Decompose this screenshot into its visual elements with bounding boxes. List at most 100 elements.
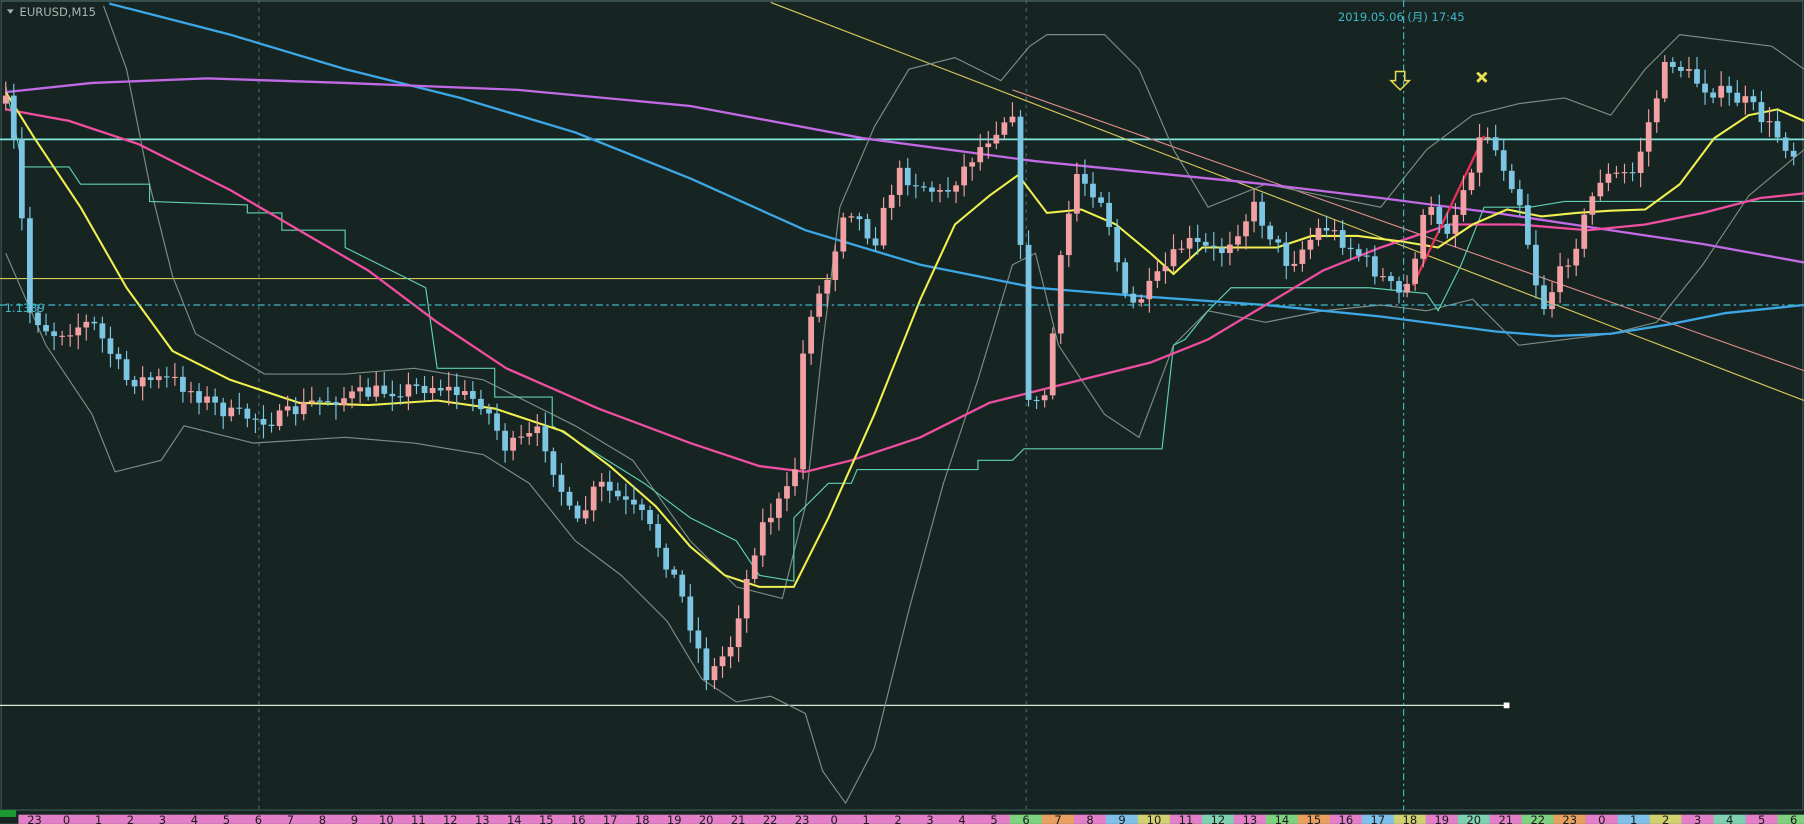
candle-body [1098, 197, 1104, 203]
candle-body [1573, 248, 1580, 266]
candle-body [606, 481, 613, 491]
candle-body [1194, 237, 1201, 242]
hour-label: 15 [1307, 813, 1322, 824]
candle-body [671, 569, 678, 575]
timeline-segment [242, 814, 275, 824]
hour-label: 1 [862, 813, 869, 824]
drawn-line [1411, 135, 1486, 286]
candle-body [977, 147, 984, 163]
candle-body [429, 387, 436, 394]
hour-label: 1 [95, 813, 102, 824]
candle-body [1428, 206, 1435, 215]
candle-body [1613, 172, 1620, 174]
candle-body [953, 185, 959, 192]
candle-body [1259, 201, 1265, 226]
candle-body [27, 218, 33, 313]
candle-body [1750, 96, 1757, 103]
hour-label: 16 [571, 813, 586, 824]
line-handle [1503, 702, 1510, 709]
candle-body [325, 401, 331, 403]
candle-body [333, 402, 339, 406]
hour-label: 18 [635, 813, 650, 824]
candle-body [252, 418, 259, 420]
hour-label: 0 [1598, 813, 1605, 824]
hour-label: 16 [1339, 813, 1354, 824]
candle-body [1581, 214, 1588, 249]
hour-label: 20 [699, 813, 714, 824]
candle-body [663, 547, 670, 570]
candle-body [542, 426, 549, 452]
timeline-segment [1233, 814, 1267, 824]
timeline-segment [178, 814, 211, 824]
candle-body [292, 406, 299, 415]
candle-body [43, 325, 49, 332]
hour-label: 12 [443, 813, 458, 824]
candle-body [172, 376, 178, 379]
timeline-segment [594, 814, 627, 824]
candle-body [1082, 174, 1088, 184]
hour-label: 4 [958, 813, 965, 824]
timeline-segment [1585, 814, 1618, 824]
timeline-segment [1457, 814, 1490, 824]
hour-label: 3 [1694, 813, 1701, 824]
candle-body [67, 335, 74, 337]
candle-body [1597, 182, 1604, 197]
candle-body [486, 409, 492, 414]
candle-body [1347, 247, 1354, 250]
upper-band [103, 5, 1804, 600]
candle-body [469, 391, 476, 399]
timeline-segment [466, 814, 499, 824]
hour-label: 20 [1466, 813, 1481, 824]
menu-triangle [6, 9, 14, 14]
timeline-segment [210, 814, 243, 824]
candle-body [1291, 263, 1298, 266]
timeline-segment [722, 814, 755, 824]
candle-body [1589, 196, 1596, 215]
candle-body [147, 377, 154, 381]
candle-body [236, 407, 243, 409]
candle-body [1476, 137, 1483, 173]
trend-line [770, 1, 1804, 402]
candle-body [220, 402, 227, 417]
candle-body [614, 490, 621, 497]
hour-label: 6 [1790, 813, 1797, 824]
candle-body [308, 400, 315, 403]
candle-body [1742, 96, 1749, 103]
candle-body [1202, 241, 1209, 246]
candle-body [1533, 244, 1539, 286]
candle-body [284, 406, 291, 411]
hour-label: 23 [27, 813, 42, 824]
candle-body [945, 189, 951, 192]
hour-label: 6 [255, 813, 262, 824]
candle-body [244, 408, 251, 419]
timeline-segment [1553, 814, 1586, 824]
timeline-segment [562, 814, 595, 824]
hour-label: 1 [1630, 813, 1637, 824]
timeline-segment [1745, 814, 1778, 824]
candle-body [502, 430, 508, 451]
timeline-segment [1137, 814, 1171, 824]
timeline-segment [1201, 814, 1235, 824]
candle-body [920, 186, 927, 188]
hour-label: 14 [1275, 813, 1290, 824]
candle-body [300, 402, 307, 415]
timeline-segment [913, 814, 947, 824]
hour-label: 11 [1179, 813, 1194, 824]
hour-label: 6 [1022, 813, 1029, 824]
candle-body [1678, 66, 1684, 71]
candle-body [1460, 190, 1467, 215]
timeline-segment [530, 814, 563, 824]
candle-body [550, 451, 557, 475]
candle-body [912, 185, 919, 187]
candle-body [276, 410, 283, 427]
hour-label: 4 [191, 813, 198, 824]
candle-body [1009, 116, 1016, 123]
timeline-segment [114, 814, 147, 824]
candle-body [1355, 249, 1362, 256]
hour-label: 3 [159, 813, 166, 824]
candle-body [1380, 276, 1386, 278]
candle-body [784, 486, 790, 499]
candle-body [131, 379, 138, 387]
candle-body [123, 359, 130, 380]
